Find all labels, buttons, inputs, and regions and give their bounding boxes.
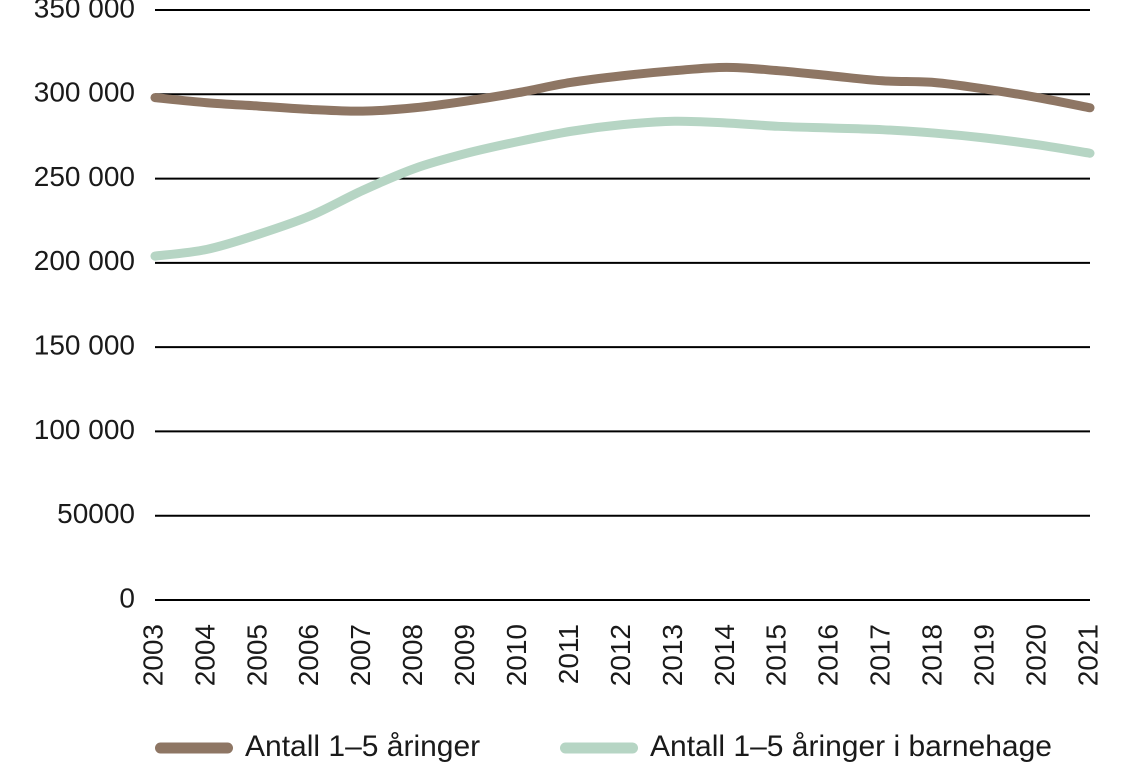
y-axis-label: 0: [119, 582, 135, 613]
x-axis-label: 2007: [345, 624, 376, 686]
y-axis-label: 250 000: [34, 161, 135, 192]
x-axis-label: 2017: [865, 624, 896, 686]
x-axis-label: 2011: [553, 624, 584, 684]
y-axis-label: 50000: [57, 498, 135, 529]
y-axis-label: 200 000: [34, 245, 135, 276]
x-axis-label: 2013: [657, 624, 688, 686]
x-axis-label: 2015: [761, 624, 792, 686]
x-axis-label: 2004: [189, 624, 220, 686]
x-axis-label: 2010: [501, 624, 532, 686]
legend-swatch-0: [155, 743, 233, 754]
chart-svg: 0 50000 100 000 150 000 200 000 250 000 300 00…: [0, 0, 1122, 774]
x-axis-label: 2006: [293, 624, 324, 686]
legend-label-0: Antall 1–5 åringer: [245, 730, 480, 763]
x-axis-label: 2018: [917, 624, 948, 686]
x-axis-label: 2020: [1020, 624, 1051, 686]
x-axis-label: 2003: [137, 624, 168, 686]
x-axis-label: 2012: [605, 624, 636, 686]
legend-swatch-1: [560, 743, 638, 754]
x-axis-label: 2009: [449, 624, 480, 686]
x-axis-label: 2014: [709, 624, 740, 686]
y-axis-label: 100 000: [34, 414, 135, 445]
x-axis-label: 2016: [813, 624, 844, 686]
y-axis-label: 350 000: [34, 0, 135, 23]
x-axis-label: 2005: [241, 624, 272, 686]
y-axis-label: 150 000: [34, 330, 135, 361]
x-axis-label: 2021: [1072, 624, 1103, 686]
x-axis-label: 2019: [969, 624, 1000, 686]
legend-label-1: Antall 1–5 åringer i barnehage: [650, 730, 1052, 763]
line-chart: 0 50000 100 000 150 000 200 000 250 000 300 00…: [0, 0, 1122, 774]
x-axis-label: 2008: [397, 624, 428, 686]
y-axis-label: 300 000: [34, 77, 135, 108]
